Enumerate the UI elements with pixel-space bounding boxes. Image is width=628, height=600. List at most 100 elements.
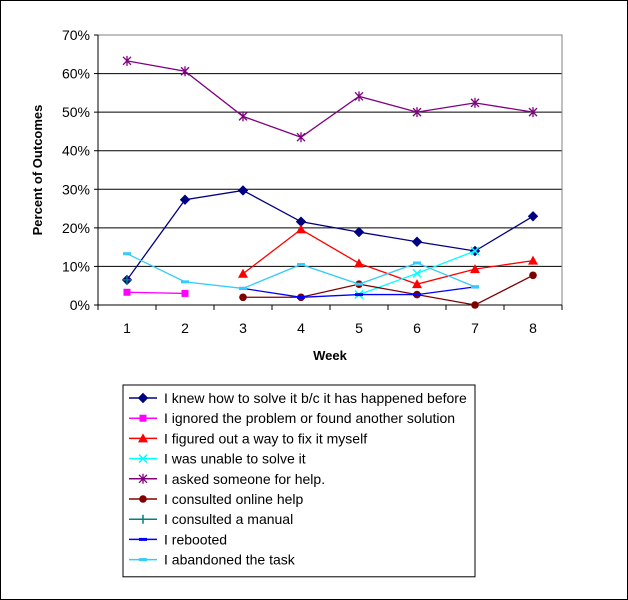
legend-label: I knew how to solve it b/c it has happen…	[164, 390, 467, 406]
data-point	[470, 264, 480, 274]
data-point	[297, 295, 305, 299]
legend-marker	[138, 454, 148, 464]
legend-marker	[138, 514, 148, 524]
data-point	[237, 185, 249, 196]
legend-item: I consulted online help	[129, 491, 304, 507]
data-point	[180, 66, 190, 77]
data-point	[239, 286, 247, 290]
data-point	[354, 91, 364, 102]
data-point	[122, 275, 132, 285]
series-line	[243, 274, 534, 306]
legend-label: I ignored the problem or found another s…	[164, 410, 455, 426]
y-axis-title: Percent of Outcomes	[30, 105, 45, 236]
x-tick-label: 8	[529, 320, 537, 336]
x-tick-label: 3	[239, 320, 247, 336]
legend-box	[122, 384, 476, 578]
series-2	[123, 288, 189, 297]
x-tick-label: 5	[355, 320, 363, 336]
legend-marker	[139, 414, 147, 422]
series-3	[238, 224, 538, 289]
x-tick-label: 4	[297, 320, 305, 336]
series-5	[122, 55, 538, 143]
data-point	[123, 252, 131, 256]
data-point	[238, 268, 248, 278]
data-point	[471, 301, 479, 309]
data-point	[412, 279, 422, 289]
series-line	[126, 189, 534, 281]
x-tick-label: 1	[123, 320, 131, 336]
legend-item: I consulted a manual	[129, 511, 293, 527]
x-tick-label: 2	[181, 320, 189, 336]
data-point	[527, 211, 539, 222]
legend-item: I was unable to solve it	[129, 451, 306, 467]
legend-marker	[138, 473, 148, 484]
series-line	[242, 228, 534, 285]
data-point	[296, 132, 306, 143]
data-point	[181, 289, 189, 297]
legend-item: I ignored the problem or found another s…	[129, 410, 455, 426]
data-point	[470, 97, 480, 108]
data-point	[413, 293, 421, 297]
data-point	[529, 271, 537, 280]
series-9	[123, 252, 479, 290]
axes: 0% 10% 20% 30% 40% 50% 60% 70% 1 2 3 4 5 6 7 8	[62, 27, 563, 336]
legend-label: I consulted online help	[164, 491, 304, 507]
legend-label: I figured out a way to fix it myself	[164, 430, 367, 446]
data-point	[528, 255, 538, 265]
y-tick-label: 30%	[62, 181, 90, 197]
legend-label: I consulted a manual	[164, 511, 293, 527]
plot-area	[97, 34, 563, 306]
series-7	[122, 275, 132, 285]
y-tick-label: 20%	[62, 220, 90, 236]
legend-label: I abandoned the task	[164, 552, 296, 568]
data-point	[354, 258, 364, 268]
legend: I knew how to solve it b/c it has happen…	[122, 384, 476, 578]
legend-label: I was unable to solve it	[164, 451, 306, 467]
data-point	[412, 107, 422, 118]
y-tick-label: 10%	[62, 258, 90, 274]
y-tick-label: 40%	[62, 143, 90, 159]
legend-marker	[137, 392, 149, 404]
data-point	[238, 111, 248, 122]
legend-marker	[139, 558, 147, 562]
gridlines	[98, 73, 562, 267]
data-point	[471, 285, 479, 289]
data-point	[413, 261, 421, 265]
legend-item: I asked someone for help.	[129, 471, 325, 487]
y-tick-label: 70%	[62, 27, 90, 43]
y-tick-label: 60%	[62, 66, 90, 82]
legend-item: I knew how to solve it b/c it has happen…	[129, 390, 467, 406]
data-point	[353, 226, 365, 238]
x-tick-label: 6	[413, 320, 421, 336]
data-point	[297, 263, 305, 266]
legend-item: I abandoned the task	[129, 552, 296, 568]
data-point	[239, 293, 247, 302]
series-line	[126, 60, 534, 138]
legend-label: I asked someone for help.	[164, 471, 325, 487]
legend-item: I rebooted	[129, 531, 227, 547]
data-point	[412, 268, 422, 278]
legend-marker	[139, 495, 147, 503]
data-point	[122, 55, 132, 66]
series-6	[239, 271, 537, 309]
series-line	[126, 291, 186, 295]
legend-marker	[139, 537, 147, 541]
data-point	[355, 282, 363, 286]
series-layer	[121, 55, 539, 309]
data-point	[179, 194, 191, 205]
legend-item: I figured out a way to fix it myself	[129, 430, 367, 446]
data-point	[411, 236, 423, 247]
data-point	[123, 288, 131, 296]
data-point	[296, 224, 306, 234]
x-axis-title: Week	[313, 348, 347, 363]
legend-label: I rebooted	[164, 531, 227, 547]
legend-marker	[138, 433, 148, 443]
data-point	[470, 246, 480, 256]
data-point	[181, 280, 189, 284]
data-point	[355, 293, 363, 297]
series-1	[121, 185, 539, 286]
data-point	[528, 107, 538, 118]
y-tick-label: 0%	[70, 297, 90, 313]
